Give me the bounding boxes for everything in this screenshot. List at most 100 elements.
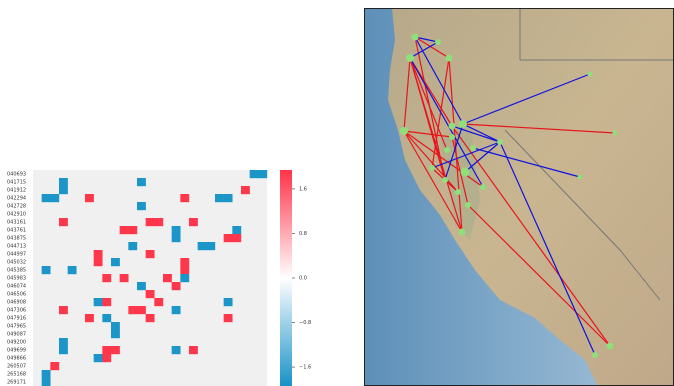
heatmap-cell [42,266,51,274]
row-label: 040693 [7,172,26,178]
heatmap-panel: 040693 041715 041912 042294 042728 042910 0431… [0,0,674,386]
row-label: 041912 [7,188,26,194]
colorbar-tick-label: −1.6 [299,365,311,371]
heatmap-cell [180,274,189,282]
row-label: 042294 [7,196,26,202]
heatmap-cell [189,218,198,226]
heatmap-cell [111,346,120,354]
figure: 040693 041715 041912 042294 042728 042910 0431… [0,0,674,386]
heatmap-cell [102,354,111,362]
row-label: 269171 [7,380,26,386]
heatmap-cell [232,226,241,234]
row-label: 044997 [7,252,26,258]
heatmap-cell [146,290,155,298]
heatmap-cell [172,282,181,290]
row-label: 049200 [7,340,26,346]
row-label: 045032 [7,260,26,266]
heatmap-cell [172,306,181,314]
colorbar-tick-label: 0.0 [299,276,307,282]
row-label: 042910 [7,212,26,218]
row-label: 047965 [7,324,26,330]
heatmap-cell [172,346,181,354]
heatmap-cell [50,194,59,202]
heatmap-cell [146,250,155,258]
heatmap-cell [102,314,111,322]
heatmap-cell [59,186,68,194]
heatmap-cell [172,234,181,242]
colorbar-tick-label: 1.6 [299,186,307,192]
heatmap-cell [120,274,129,282]
heatmap-cell [94,298,103,306]
row-label: 049087 [7,332,26,338]
heatmap-cell [146,314,155,322]
heatmap-cell [146,218,155,226]
heatmap-cell [94,250,103,258]
heatmap-cell [172,226,181,234]
heatmap-cell [154,218,163,226]
row-label: 041715 [7,180,26,186]
heatmap-cell [128,226,137,234]
heatmap-cell [111,330,120,338]
heatmap-cell [59,338,68,346]
heatmap-cell [163,274,172,282]
row-label: 046074 [7,284,26,290]
heatmap-cell [137,306,146,314]
heatmap-cell [111,322,120,330]
heatmap-background [33,170,267,386]
heatmap-cell [68,266,77,274]
heatmap-cell [250,170,259,178]
heatmap-cell [42,194,51,202]
heatmap-cell [111,258,120,266]
row-label: 046506 [7,292,26,298]
heatmap-cell [224,314,233,322]
heatmap-cell [59,306,68,314]
heatmap-cell [258,170,267,178]
heatmap-cell [224,194,233,202]
heatmap-cell [85,194,94,202]
heatmap-cell [128,306,137,314]
heatmap-cell [241,186,250,194]
heatmap-cell [59,178,68,186]
heatmap-cell [128,242,137,250]
heatmap-cell [137,202,146,210]
heatmap-cell [224,234,233,242]
heatmap-cell [154,298,163,306]
heatmap-cell [94,258,103,266]
row-label: 043875 [7,236,26,242]
heatmap-cell [94,354,103,362]
heatmap-cell [59,346,68,354]
heatmap-cell [224,298,233,306]
row-label: 265168 [7,372,26,378]
heatmap-cell [42,370,51,378]
heatmap-cell [180,194,189,202]
row-label: 045385 [7,268,26,274]
row-label: 042728 [7,204,26,210]
colorbar-tick-label: 0.8 [299,231,307,237]
heatmap-cell [59,218,68,226]
colorbar [280,170,292,386]
heatmap-cell [198,242,207,250]
heatmap-cell [102,274,111,282]
heatmap-cell [232,234,241,242]
heatmap-cell [189,346,198,354]
heatmap-cell [137,282,146,290]
heatmap-cell [180,258,189,266]
heatmap-cell [120,226,129,234]
row-label: 043161 [7,220,26,226]
row-label: 047306 [7,308,26,314]
heatmap-cell [42,378,51,386]
heatmap-cell [180,266,189,274]
row-label: 043761 [7,228,26,234]
row-label: 049699 [7,348,26,354]
row-label: 049866 [7,356,26,362]
heatmap-cell [50,362,59,370]
colorbar-tick-label: −0.8 [299,320,311,326]
row-label: 044713 [7,244,26,250]
heatmap-cell [102,298,111,306]
heatmap-cell [215,194,224,202]
heatmap-cell [137,178,146,186]
row-label: 045983 [7,276,26,282]
heatmap-cell [206,242,215,250]
row-label: 260507 [7,364,26,370]
row-label: 047916 [7,316,26,322]
